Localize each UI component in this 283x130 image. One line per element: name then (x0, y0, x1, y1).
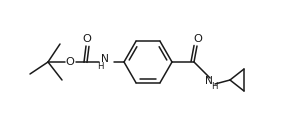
Text: H: H (211, 82, 217, 90)
Text: O: O (194, 34, 202, 44)
Text: O: O (83, 34, 91, 44)
Text: H: H (97, 61, 103, 70)
Text: N: N (205, 76, 213, 86)
Text: N: N (101, 54, 109, 64)
Text: O: O (66, 57, 74, 67)
